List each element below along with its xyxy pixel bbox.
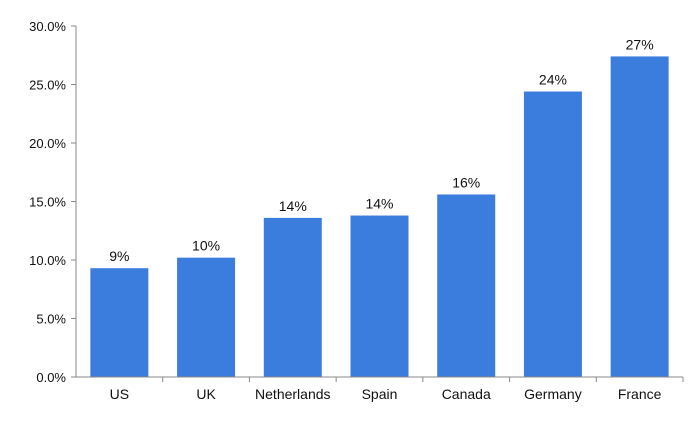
bar-data-label: 27% [626, 36, 654, 52]
bars: 9% 10% 14% 14% 16% 24% 27% [90, 36, 669, 378]
x-tick-label: Germany [524, 386, 582, 402]
x-axis: US UK Netherlands Spain Canada Germany France [76, 376, 684, 402]
y-tick-label: 15.0% [29, 195, 66, 210]
bar-data-label: 24% [539, 72, 567, 88]
bar [177, 257, 236, 377]
bar-data-label: 14% [279, 198, 307, 214]
bar-data-label: 16% [452, 174, 480, 190]
x-tick-label: Canada [442, 386, 491, 402]
y-tick-label: 0.0% [36, 370, 66, 385]
bar [610, 56, 669, 378]
bar [523, 91, 582, 378]
y-tick-label: 25.0% [29, 78, 66, 93]
y-tick-label: 5.0% [36, 312, 66, 327]
bar-data-label: 9% [109, 248, 129, 264]
bar [437, 194, 496, 377]
y-tick-label: 20.0% [29, 136, 66, 151]
x-tick-label: Netherlands [255, 386, 331, 402]
y-tick-label: 10.0% [29, 253, 66, 268]
bar-data-label: 10% [192, 238, 220, 254]
x-tick-label: Spain [362, 386, 398, 402]
bar-data-label: 14% [365, 196, 393, 212]
bar [90, 268, 149, 377]
y-tick-label: 30.0% [29, 19, 66, 34]
bar [350, 215, 409, 377]
x-tick-label: UK [196, 386, 216, 402]
bar [263, 217, 322, 377]
x-tick-label: France [618, 386, 662, 402]
y-axis: 0.0% 5.0% 10.0% 15.0% 20.0% 25.0% 30.0% [29, 19, 77, 385]
x-tick-label: US [110, 386, 129, 402]
